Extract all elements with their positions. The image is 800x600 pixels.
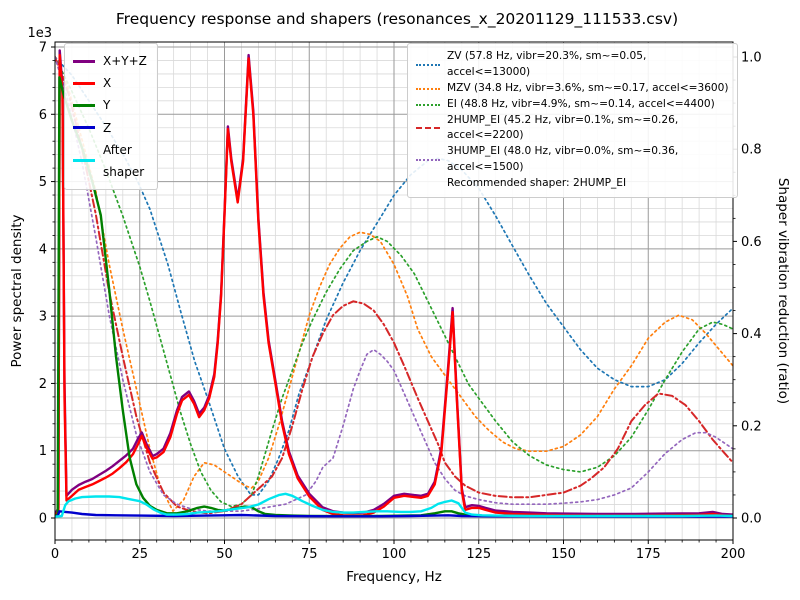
curves — [55, 49, 733, 518]
svg-text:1: 1 — [39, 444, 47, 459]
svg-text:5: 5 — [39, 175, 47, 190]
line-swatch-y — [73, 103, 95, 107]
x-axis-label: Frequency, Hz — [346, 569, 442, 585]
svg-text:125: 125 — [466, 547, 491, 562]
svg-text:75: 75 — [301, 547, 318, 562]
svg-text:200: 200 — [721, 547, 746, 562]
legend-item: X+Y+Z — [73, 50, 147, 72]
recommended-shaper-note: Recommended shaper: 2HUMP_EI — [447, 177, 627, 190]
legend-main-axes: X+Y+Z X Y Z After shaper — [64, 43, 158, 191]
line-swatch-x — [73, 81, 95, 85]
series-zv — [55, 56, 733, 496]
legend-item: 3HUMP_EI (48.0 Hz, vibr=0.0%, sm~=0.36, … — [416, 144, 729, 176]
svg-text:1.0: 1.0 — [741, 51, 762, 66]
y-left-axis-label: Power spectral density — [9, 214, 25, 367]
line-swatch-2hump-ei — [416, 127, 440, 130]
svg-text:0.2: 0.2 — [741, 419, 762, 434]
line-swatch-mzv — [416, 87, 440, 90]
svg-text:6: 6 — [39, 108, 47, 123]
legend-shapers: ZV (57.8 Hz, vibr=20.3%, sm~=0.05, accel… — [407, 43, 738, 199]
axis-ticks: 0 25 50 75 100 125 150 175 200 0 1 2 3 4 5 6 7 0.0 0.2 0.4 0… — [39, 41, 762, 563]
legend-item: ZV (57.8 Hz, vibr=20.3%, sm~=0.05, accel… — [416, 49, 729, 81]
series-x — [55, 53, 733, 518]
svg-text:25: 25 — [131, 547, 148, 562]
legend-item: Y — [73, 94, 147, 116]
svg-text:150: 150 — [551, 547, 576, 562]
chart-title: Frequency response and shapers (resonanc… — [116, 10, 678, 29]
svg-text:50: 50 — [216, 547, 233, 562]
svg-text:0.6: 0.6 — [741, 235, 762, 250]
svg-text:0.4: 0.4 — [741, 327, 762, 342]
series-3hump-ei — [55, 56, 733, 512]
line-swatch-x-sum — [73, 59, 95, 63]
line-swatch-z — [73, 126, 95, 130]
series-after-shaper — [55, 492, 733, 518]
line-swatch-3hump-ei — [416, 159, 440, 162]
line-swatch-after-shaper — [73, 159, 95, 163]
svg-text:4: 4 — [39, 242, 47, 257]
svg-text:3: 3 — [39, 310, 47, 325]
svg-text:2: 2 — [39, 377, 47, 392]
series-z — [55, 510, 733, 518]
line-swatch-ei — [416, 103, 440, 106]
svg-text:0.8: 0.8 — [741, 143, 762, 158]
series-ei — [55, 56, 733, 508]
line-swatch-zv — [416, 63, 440, 66]
legend-item: 2HUMP_EI (45.2 Hz, vibr=0.1%, sm~=0.26, … — [416, 113, 729, 145]
series-mzv — [55, 56, 733, 512]
legend-item: EI (48.8 Hz, vibr=4.9%, sm~=0.14, accel<… — [416, 97, 729, 113]
series-2hump-ei — [55, 56, 733, 515]
svg-text:0: 0 — [39, 512, 47, 527]
svg-text:0.0: 0.0 — [741, 512, 762, 527]
svg-text:175: 175 — [636, 547, 661, 562]
svg-text:100: 100 — [382, 547, 407, 562]
legend-item: After shaper — [73, 139, 147, 183]
svg-text:0: 0 — [51, 547, 59, 562]
y-right-axis-label: Shaper vibration reduction (ratio) — [775, 178, 791, 404]
svg-text:7: 7 — [39, 41, 47, 56]
legend-item: Z — [73, 117, 147, 139]
legend-item: MZV (34.8 Hz, vibr=3.6%, sm~=0.17, accel… — [416, 81, 729, 97]
y-axis-offset-text: 1e3 — [27, 26, 52, 41]
legend-item: X — [73, 72, 147, 94]
